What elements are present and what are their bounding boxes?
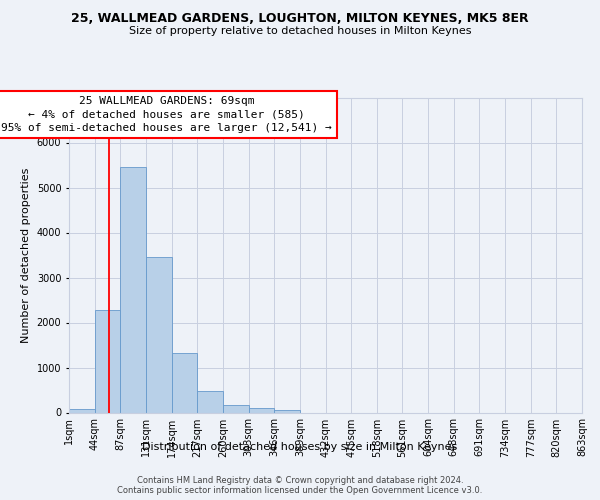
Bar: [172, 353, 197, 412]
Text: Distribution of detached houses by size in Milton Keynes: Distribution of detached houses by size …: [142, 442, 458, 452]
Bar: [248, 408, 274, 412]
Y-axis label: Number of detached properties: Number of detached properties: [21, 168, 31, 342]
Bar: [146, 257, 172, 412]
Text: 25, WALLMEAD GARDENS, LOUGHTON, MILTON KEYNES, MK5 8ER: 25, WALLMEAD GARDENS, LOUGHTON, MILTON K…: [71, 12, 529, 26]
Text: Contains HM Land Registry data © Crown copyright and database right 2024.
Contai: Contains HM Land Registry data © Crown c…: [118, 476, 482, 495]
Bar: [223, 406, 248, 412]
Text: 25 WALLMEAD GARDENS: 69sqm
← 4% of detached houses are smaller (585)
95% of semi: 25 WALLMEAD GARDENS: 69sqm ← 4% of detac…: [1, 96, 332, 133]
Text: Size of property relative to detached houses in Milton Keynes: Size of property relative to detached ho…: [129, 26, 471, 36]
Bar: [274, 410, 300, 412]
Bar: [197, 392, 223, 412]
Bar: [95, 310, 121, 412]
Bar: [121, 167, 146, 412]
Bar: [69, 409, 95, 412]
